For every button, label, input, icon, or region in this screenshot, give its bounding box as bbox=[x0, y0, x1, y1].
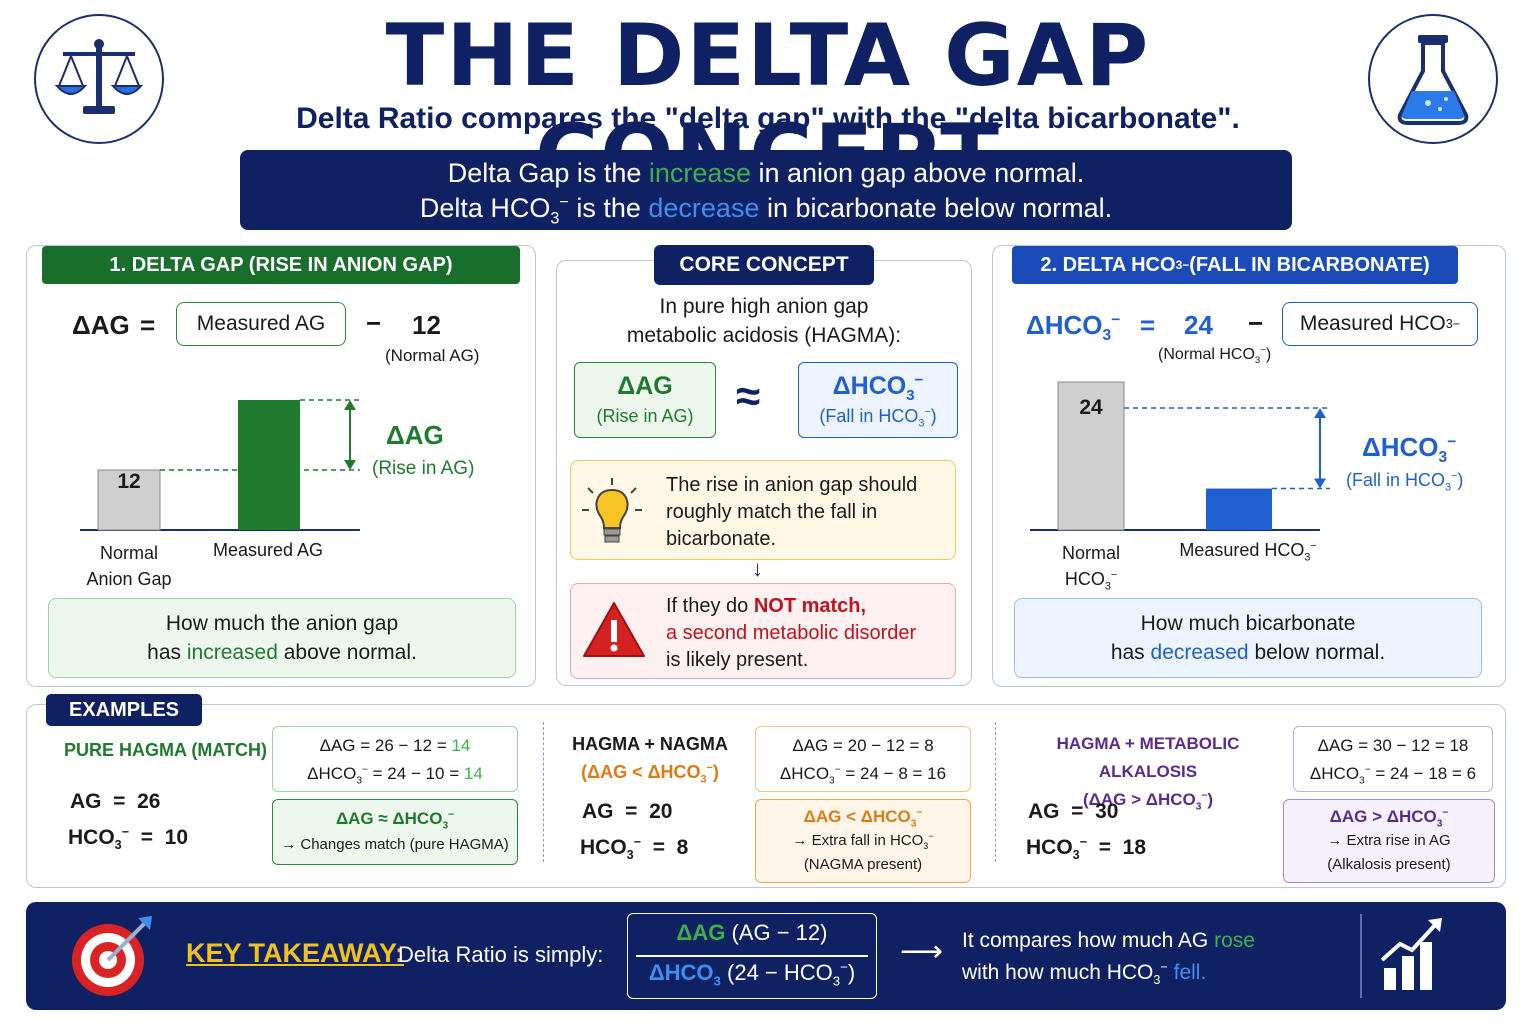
delta-gap-note: How much the anion gap has increased abo… bbox=[48, 598, 516, 678]
measured-ag-box: Measured AG bbox=[176, 302, 346, 346]
takeaway-text: Delta Ratio is simply: bbox=[398, 942, 604, 967]
arrow-head-up bbox=[344, 400, 356, 410]
eq-normal-hco3-note: (Normal HCO3−) bbox=[1158, 344, 1272, 367]
example3-result: ΔAG > ΔHCO3− → Extra rise in AG (Alkalos… bbox=[1283, 799, 1495, 883]
example1-result: ΔAG ≈ ΔHCO3− → Changes match (pure HAGMA… bbox=[272, 799, 518, 865]
eq-normal-number: 12 bbox=[412, 310, 441, 340]
flask-icon bbox=[1397, 35, 1469, 125]
lightbulb-icon bbox=[582, 478, 642, 543]
measured-hco3-label: Measured HCO3− bbox=[1179, 540, 1317, 564]
idea-text: The rise in anion gap should roughly matc… bbox=[666, 474, 918, 550]
delta-hco3-box: ΔHCO3− (Fall in HCO3−) bbox=[798, 362, 958, 438]
takeaway-label: KEY TAKEAWAY: bbox=[186, 938, 405, 968]
example1-ag: AG = 26 bbox=[70, 790, 161, 813]
page-subtitle: Delta Ratio compares the "delta gap" wit… bbox=[296, 102, 1240, 135]
growth-chart-icon bbox=[1380, 918, 1442, 990]
delta-ag-label: ΔAG bbox=[386, 420, 444, 450]
scales-logo bbox=[34, 14, 164, 144]
down-arrow: ↓ bbox=[752, 556, 763, 581]
arrow-head-down bbox=[1314, 478, 1326, 489]
example2-calc: ΔAG = 20 − 12 = 8 ΔHCO3− = 24 − 8 = 16 bbox=[755, 726, 971, 792]
definition-banner: Delta Gap is the increase in anion gap a… bbox=[240, 150, 1292, 230]
eq-lhs: ΔAG bbox=[72, 310, 130, 340]
example2-title: HAGMA + NAGMA (ΔAG < ΔHCO3−) bbox=[572, 734, 728, 786]
delta-hco3-bars bbox=[1030, 381, 1330, 531]
approx-sign: ≈ bbox=[736, 372, 761, 421]
warning-icon bbox=[583, 602, 645, 657]
example2-ag: AG = 20 bbox=[582, 800, 673, 823]
example3-ag: AG = 30 bbox=[1028, 800, 1119, 823]
eq-minus-hco3: − bbox=[1248, 308, 1264, 338]
measured-hco3-bar bbox=[1206, 488, 1272, 530]
example3-calc: ΔAG = 30 − 12 = 18 ΔHCO3− = 24 − 18 = 6 bbox=[1293, 726, 1493, 792]
scales-icon bbox=[54, 39, 144, 114]
eq-minus: − bbox=[366, 308, 382, 338]
normal-hco3-bar bbox=[1057, 381, 1125, 531]
core-concept-tag: CORE CONCEPT bbox=[654, 245, 874, 285]
divider bbox=[995, 722, 996, 862]
eq-equals: = bbox=[140, 310, 156, 340]
delta-ratio-formula bbox=[627, 913, 877, 999]
takeaway-description: It compares how much AG rose with how mu… bbox=[962, 929, 1255, 988]
arrow-head-up bbox=[1314, 408, 1326, 418]
measured-hco3-box: Measured HCO 3− bbox=[1282, 302, 1478, 346]
example2-hco3: HCO3− = 8 bbox=[580, 835, 689, 863]
normal-hco3-value: 24 bbox=[1079, 396, 1103, 419]
flask-logo bbox=[1368, 14, 1498, 144]
delta-ag-box: ΔAG (Rise in AG) bbox=[574, 362, 716, 438]
warning-text: If they do NOT match, a second metabolic… bbox=[666, 595, 917, 671]
example3-title: HAGMA + METABOLIC ALKALOSIS (ΔAG > ΔHCO3… bbox=[1056, 734, 1240, 813]
measured-ag-label: Measured AG bbox=[212, 540, 324, 560]
fraction-line bbox=[636, 955, 868, 957]
normal-ag-value: 12 bbox=[117, 470, 141, 493]
eq-normal-hco3: 24 bbox=[1184, 310, 1213, 340]
takeaway-divider bbox=[1360, 914, 1362, 998]
normal-ag-label: Normal Anion Gap bbox=[86, 543, 172, 589]
target-icon bbox=[72, 916, 152, 996]
examples-panel bbox=[26, 704, 1506, 888]
formula-denominator: ΔHCO3 (24 − HCO3−) bbox=[648, 959, 856, 989]
delta-hco3-title: 2. DELTA HCO 3− (FALL IN BICARBONATE) bbox=[1012, 246, 1458, 284]
idea-box bbox=[570, 460, 956, 560]
warning-box bbox=[570, 583, 956, 679]
delta-gap-title: 1. DELTA GAP (RISE IN ANION GAP) bbox=[42, 246, 520, 284]
example1-hco3: HCO3− = 10 bbox=[68, 825, 189, 853]
arrow-head-down bbox=[344, 460, 356, 470]
examples-tag: EXAMPLES bbox=[46, 694, 202, 726]
measured-ag-bar bbox=[238, 400, 300, 530]
eq-equals-hco3: = bbox=[1140, 310, 1156, 340]
normal-hco3-label: Normal HCO3− bbox=[1061, 543, 1120, 593]
eq-normal-note: (Normal AG) bbox=[385, 346, 480, 365]
example1-calc: ΔAG = 26 − 12 = 14 ΔHCO3− = 24 − 10 = 14 bbox=[272, 726, 518, 792]
example1-title: PURE HAGMA (MATCH) bbox=[64, 740, 267, 760]
delta-hco3-note: How much bicarbonate has decreased below… bbox=[1014, 598, 1482, 678]
divider bbox=[543, 722, 544, 862]
delta-hco3-label: ΔHCO3− bbox=[1362, 432, 1457, 467]
core-intro: In pure high anion gap metabolic acidosis… bbox=[626, 295, 902, 347]
delta-hco3-panel bbox=[992, 245, 1506, 687]
normal-ag-bar bbox=[97, 469, 161, 531]
eq-lhs-hco3: ΔHCO3− bbox=[1026, 310, 1121, 345]
takeaway-arrow: ⟶ bbox=[900, 935, 944, 968]
delta-gap-bars bbox=[80, 399, 360, 531]
delta-gap-panel bbox=[26, 245, 536, 687]
delta-hco3-sub: (Fall in HCO3−) bbox=[1346, 470, 1464, 494]
example3-hco3: HCO3− = 18 bbox=[1026, 835, 1147, 863]
formula-numerator: ΔAG (AG − 12) bbox=[676, 920, 828, 945]
example2-result: ΔAG < ΔHCO3− → Extra fall in HCO3− (NAGM… bbox=[755, 799, 971, 883]
delta-ag-sub: (Rise in AG) bbox=[372, 458, 475, 479]
